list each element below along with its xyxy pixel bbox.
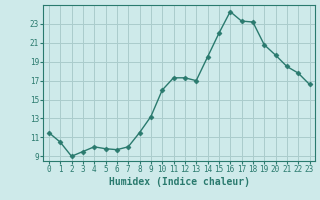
X-axis label: Humidex (Indice chaleur): Humidex (Indice chaleur) — [109, 177, 250, 187]
